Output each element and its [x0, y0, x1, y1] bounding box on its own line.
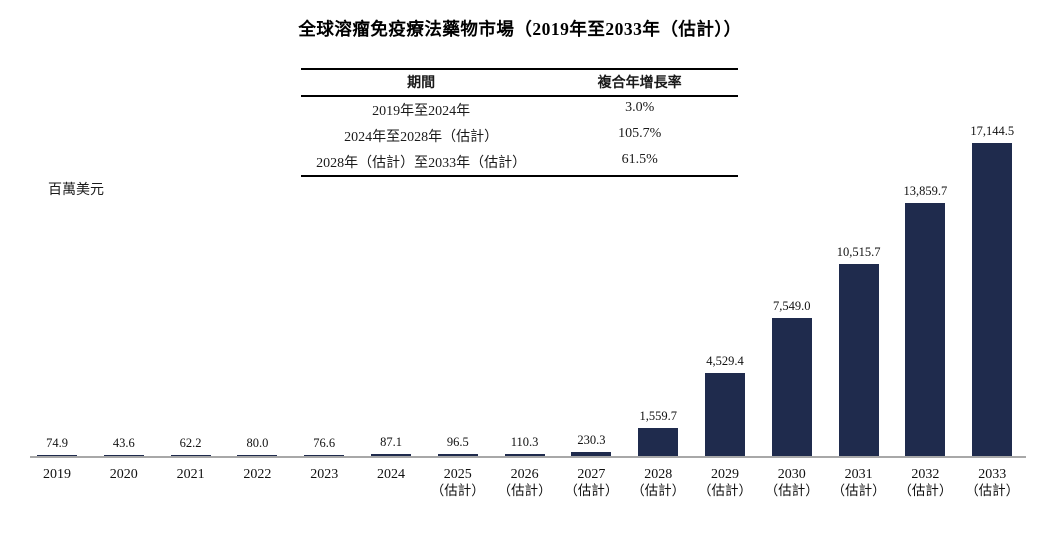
bar-2025: [437, 454, 478, 456]
x-axis-year: 2022: [243, 467, 272, 482]
bar-value-label-2023: 76.6: [313, 435, 336, 450]
bar-value-label-2031: 10,515.7: [836, 245, 881, 260]
y-axis-unit-label: 百萬美元: [48, 183, 104, 198]
bar-2019: [37, 454, 77, 456]
bar-2024: [371, 454, 411, 456]
bar-2023: [304, 454, 345, 456]
x-axis-label-2030: 2030 （估計）: [746, 467, 838, 498]
x-axis-label-2028: 2028 （估計）: [612, 467, 704, 498]
cagr-table: 期間 複合年增長率 2019年至2024年 3.0% 2024年至2028年（估計）…: [301, 68, 738, 177]
bar-value-label-2019: 74.9: [46, 435, 68, 450]
cagr-header-rate: 複合年增長率: [597, 76, 682, 91]
x-axis-year: 2019: [43, 467, 71, 482]
bar-value-label-2030: 7,549.0: [773, 299, 811, 314]
cagr-period-cell: 2019年至2024年: [372, 104, 471, 119]
bar-2027: [571, 451, 612, 456]
bar-value-label-2024: 87.1: [380, 435, 402, 450]
x-axis-year: 2029: [711, 467, 739, 482]
x-axis-label-2020: 2020: [78, 467, 170, 483]
x-axis-estimate-label: （估計）: [831, 482, 886, 498]
x-axis-label-2027: 2027 （估計）: [545, 467, 637, 498]
x-axis-year: 2021: [176, 467, 205, 482]
x-axis-label-2024: 2024: [345, 467, 437, 483]
x-axis-year: 2025: [443, 467, 472, 482]
cagr-rate-cell: 105.7%: [618, 126, 662, 141]
x-axis-estimate-label: （估計）: [764, 482, 819, 498]
bar-2029: [705, 373, 745, 456]
x-axis-label-2033: 2033 （估計）: [946, 467, 1038, 498]
cagr-rate-cell: 3.0%: [625, 100, 655, 115]
x-axis-estimate-label: （估計）: [430, 482, 485, 498]
bar-value-label-2021: 62.2: [179, 435, 202, 450]
cagr-table-row: 2019年至2024年 3.0%: [301, 97, 738, 123]
x-axis-year: 2028: [644, 467, 673, 482]
x-axis-label-2029: 2029 （估計）: [679, 467, 771, 498]
cagr-rate-cell: 61.5%: [621, 152, 658, 167]
bar-2021: [170, 454, 211, 456]
bar-2028: [638, 427, 679, 456]
cagr-period-cell: 2024年至2028年（估計）: [344, 130, 499, 145]
x-axis-estimate-label: （估計）: [898, 482, 953, 498]
x-axis-year: 2032: [911, 467, 940, 482]
x-axis-label-2023: 2023: [278, 467, 370, 483]
bar-2032: [905, 202, 946, 456]
x-axis-year: 2033: [978, 467, 1007, 482]
x-axis-year: 2020: [109, 467, 138, 482]
bar-2031: [838, 264, 879, 456]
x-axis-label-2019: 2019: [11, 467, 103, 483]
cagr-table-row: 2024年至2028年（估計） 105.7%: [301, 123, 738, 149]
x-axis-label-2026: 2026 （估計）: [479, 467, 571, 498]
bar-value-label-2032: 13,859.7: [903, 183, 948, 198]
bar-value-label-2033: 17,144.5: [970, 124, 1015, 138]
x-axis-year: 2030: [777, 467, 806, 482]
x-axis-estimate-label: （估計）: [965, 482, 1020, 498]
x-axis-year: 2024: [377, 467, 405, 482]
chart-title: 全球溶瘤免疫療法藥物市場（2019年至2033年（估計））: [298, 19, 742, 39]
x-axis-line: [30, 456, 1026, 458]
x-axis-estimate-label: （估計）: [497, 482, 552, 498]
bar-value-label-2026: 110.3: [510, 435, 539, 449]
bar-value-label-2028: 1,559.7: [639, 408, 677, 423]
bar-value-label-2025: 96.5: [446, 435, 469, 450]
x-axis-year: 2027: [577, 467, 606, 482]
x-axis-estimate-label: （估計）: [631, 482, 686, 498]
bar-value-label-2027: 230.3: [577, 432, 606, 447]
cagr-table-row: 2028年（估計）至2033年（估計） 61.5%: [301, 149, 738, 175]
cagr-header-period: 期間: [407, 76, 436, 91]
cagr-table-header-row: 期間 複合年增長率: [301, 70, 738, 97]
bar-chart: 74.9 43.6 62.2 80.0 76.6 87.1 96.5 110.3 230.3 1,…: [30, 124, 1026, 498]
bar-2022: [237, 454, 278, 456]
x-axis-estimate-label: （估計）: [698, 482, 752, 498]
x-axis-year: 2031: [844, 467, 873, 482]
bar-value-label-2020: 43.6: [112, 435, 135, 450]
x-axis-label-2031: 2031 （估計）: [813, 467, 905, 498]
bar-value-label-2029: 4,529.4: [706, 354, 744, 369]
x-axis-year: 2023: [310, 467, 339, 482]
bar-2033: [972, 143, 1013, 456]
bar-2030: [771, 318, 812, 456]
x-axis-label-2032: 2032 （估計）: [879, 467, 971, 498]
cagr-period-cell: 2028年（估計）至2033年（估計）: [316, 156, 527, 171]
x-axis-year: 2026: [510, 467, 539, 482]
x-axis-label-2022: 2022: [211, 467, 303, 483]
bar-2020: [103, 454, 144, 456]
x-axis-label-2025: 2025 （估計）: [412, 467, 504, 498]
x-axis-estimate-label: （估計）: [564, 482, 619, 498]
cagr-table-body: 2019年至2024年 3.0% 2024年至2028年（估計） 105.7% 2028…: [301, 97, 738, 175]
bar-2026: [504, 454, 545, 456]
bar-value-label-2022: 80.0: [246, 435, 269, 450]
x-axis-label-2021: 2021: [145, 467, 237, 483]
